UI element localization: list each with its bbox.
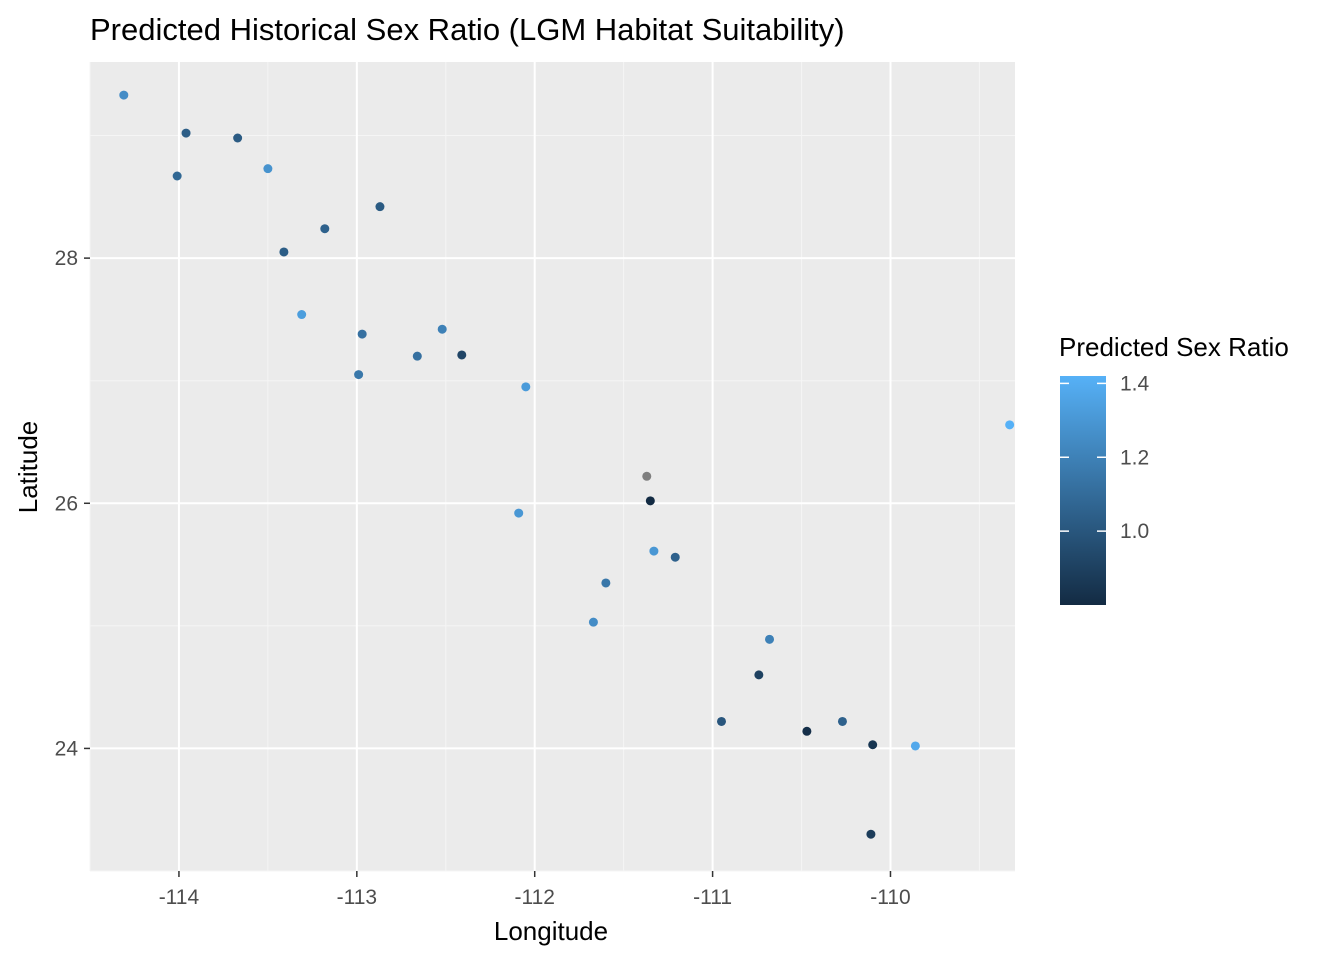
y-axis: 24 26 28 [55,247,90,760]
color-legend: Predicted Sex Ratio 1.0 1.2 1.4 [1059,332,1289,605]
legend-ticks: 1.0 1.2 1.4 [1060,372,1150,543]
data-point [802,726,812,736]
data-point [375,202,385,212]
y-tick-label: 28 [55,247,78,270]
x-tick-label: -114 [159,886,200,909]
data-point [754,670,764,680]
data-point [263,164,273,174]
data-point [437,324,447,334]
data-point [645,496,655,506]
data-point [588,617,598,627]
legend-title: Predicted Sex Ratio [1059,332,1289,362]
x-axis: -114 -113 -112 -111 -110 [159,871,911,909]
data-point [642,471,652,481]
data-point [172,171,182,181]
data-point [670,552,680,562]
data-point [868,740,878,750]
x-tick-label: -112 [514,886,554,909]
data-point [233,133,243,143]
data-point [716,716,726,726]
data-point [181,128,191,138]
data-point [765,634,775,644]
legend-colorbar [1060,376,1106,605]
data-point [514,508,524,518]
y-tick-label: 26 [55,492,78,515]
minor-gridlines [89,62,1015,872]
x-tick-label: -113 [337,886,377,909]
y-axis-title: Latitude [13,421,43,514]
x-axis-title: Longitude [494,916,608,946]
y-tick-label: 24 [55,737,79,760]
data-point [601,578,611,588]
x-tick-label: -110 [870,886,910,909]
data-point [837,716,847,726]
data-point [279,247,289,257]
data-point [1005,420,1015,430]
data-point [357,329,367,339]
data-point [297,310,307,320]
legend-tick-label: 1.4 [1120,372,1150,395]
plot-panel [90,62,1015,871]
data-point [354,370,364,380]
x-tick-label: -111 [693,886,732,909]
data-points [119,90,1015,839]
chart-title: Predicted Historical Sex Ratio (LGM Habi… [90,12,845,47]
major-gridlines [90,62,1015,871]
data-point [649,546,659,556]
data-point [866,829,876,839]
data-point [412,351,422,361]
data-point [119,90,129,100]
data-point [521,382,531,392]
data-point [457,350,467,360]
legend-tick-label: 1.2 [1120,446,1149,469]
data-point [320,224,330,234]
legend-tick-label: 1.0 [1120,520,1149,543]
data-point [910,741,920,751]
